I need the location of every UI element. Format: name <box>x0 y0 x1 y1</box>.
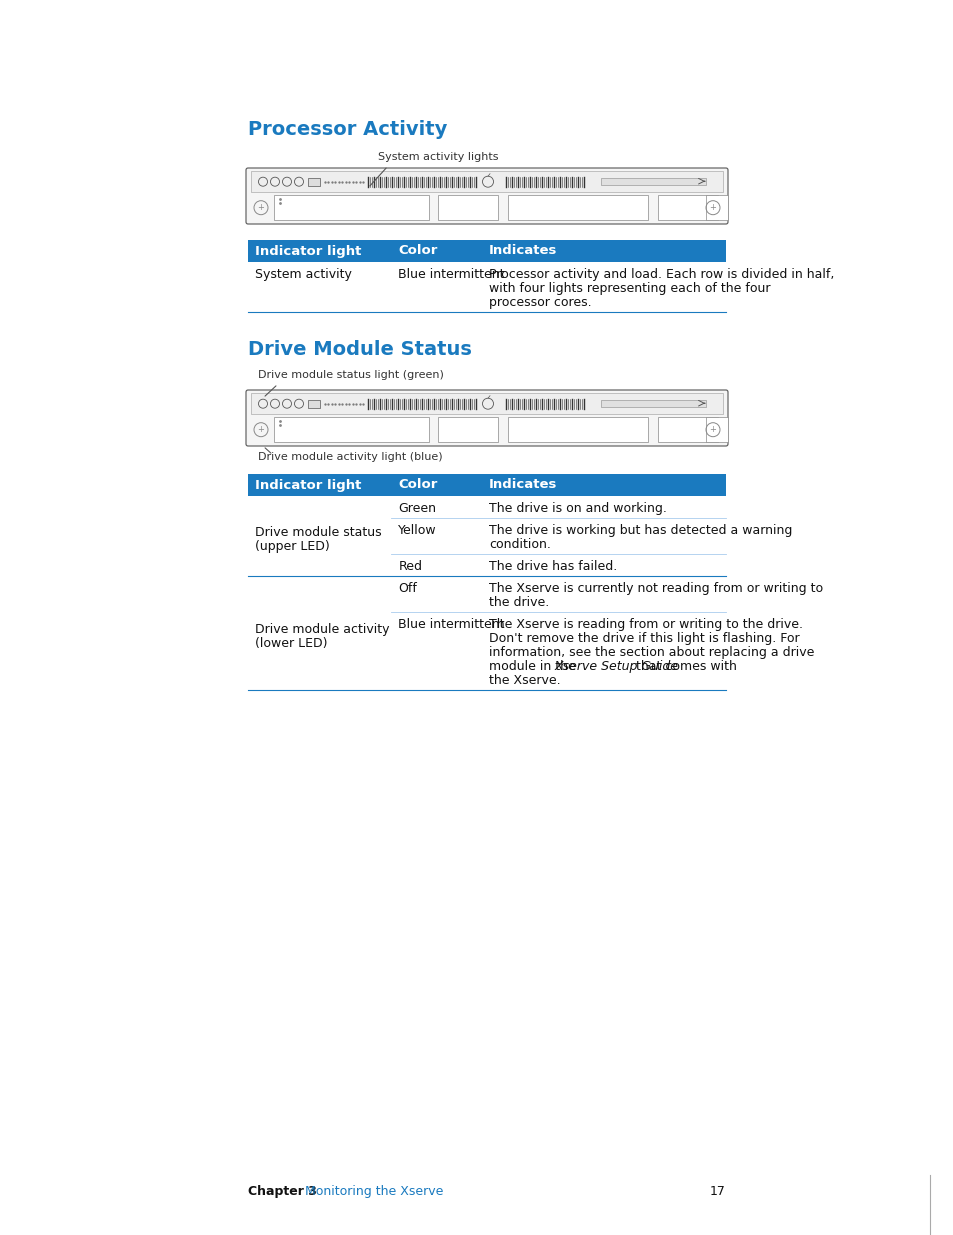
Text: condition.: condition. <box>489 538 551 551</box>
Text: System activity lights: System activity lights <box>377 152 498 162</box>
FancyBboxPatch shape <box>246 168 727 224</box>
Bar <box>274 195 429 220</box>
Text: System activity: System activity <box>254 268 352 282</box>
Text: The Xserve is reading from or writing to the drive.: The Xserve is reading from or writing to… <box>489 618 802 631</box>
Text: the Xserve.: the Xserve. <box>489 674 560 687</box>
Text: information, see the section about replacing a drive: information, see the section about repla… <box>489 646 814 659</box>
Bar <box>274 417 429 442</box>
Bar <box>437 195 497 220</box>
Text: +: + <box>257 425 264 435</box>
Text: The drive is working but has detected a warning: The drive is working but has detected a … <box>489 524 792 537</box>
Bar <box>437 417 497 442</box>
Text: Indicates: Indicates <box>489 478 557 492</box>
Bar <box>705 417 727 442</box>
Text: Indicator light: Indicator light <box>254 478 361 492</box>
Text: processor cores.: processor cores. <box>489 296 591 309</box>
Text: module in the: module in the <box>489 659 579 673</box>
Text: The Xserve is currently not reading from or writing to: The Xserve is currently not reading from… <box>489 582 822 595</box>
Bar <box>308 400 319 408</box>
Text: with four lights representing each of the four: with four lights representing each of th… <box>489 282 770 295</box>
Bar <box>600 178 705 185</box>
Bar <box>658 417 718 442</box>
Text: the drive.: the drive. <box>489 597 549 609</box>
Bar <box>308 178 319 185</box>
Bar <box>248 240 725 262</box>
Text: Monitoring the Xserve: Monitoring the Xserve <box>305 1186 443 1198</box>
Bar <box>251 393 722 415</box>
Text: Chapter 3: Chapter 3 <box>248 1186 316 1198</box>
Text: Don't remove the drive if this light is flashing. For: Don't remove the drive if this light is … <box>489 632 799 645</box>
Text: +: + <box>257 204 264 212</box>
Text: +: + <box>709 425 716 435</box>
Text: Drive module activity light (blue): Drive module activity light (blue) <box>257 452 442 462</box>
Bar <box>507 195 647 220</box>
Text: Xserve Setup Guide: Xserve Setup Guide <box>554 659 678 673</box>
Text: Drive module status light (green): Drive module status light (green) <box>257 370 443 380</box>
Text: Drive module activity: Drive module activity <box>254 622 389 636</box>
Text: Processor activity and load. Each row is divided in half,: Processor activity and load. Each row is… <box>489 268 834 282</box>
Text: Indicator light: Indicator light <box>254 245 361 258</box>
Text: Green: Green <box>398 501 436 515</box>
Text: (lower LED): (lower LED) <box>254 637 327 650</box>
Text: Blue intermittent: Blue intermittent <box>398 268 504 282</box>
Bar <box>248 474 725 496</box>
Bar <box>658 195 718 220</box>
Text: 17: 17 <box>709 1186 725 1198</box>
Text: The drive is on and working.: The drive is on and working. <box>489 501 666 515</box>
Text: Indicates: Indicates <box>489 245 557 258</box>
Text: Blue intermittent: Blue intermittent <box>398 618 504 631</box>
Text: Color: Color <box>398 245 437 258</box>
Text: +: + <box>709 204 716 212</box>
Text: Off: Off <box>398 582 416 595</box>
Bar <box>507 417 647 442</box>
FancyBboxPatch shape <box>246 390 727 446</box>
Text: Yellow: Yellow <box>398 524 436 537</box>
Text: Drive module status: Drive module status <box>254 526 381 538</box>
Bar <box>705 195 727 220</box>
Text: that comes with: that comes with <box>632 659 737 673</box>
Bar <box>251 170 722 193</box>
Text: Processor Activity: Processor Activity <box>248 120 447 140</box>
Text: Red: Red <box>398 559 422 573</box>
Text: The drive has failed.: The drive has failed. <box>489 559 617 573</box>
Text: (upper LED): (upper LED) <box>254 540 330 553</box>
Text: Drive Module Status: Drive Module Status <box>248 340 472 359</box>
Bar <box>600 400 705 406</box>
Text: Color: Color <box>398 478 437 492</box>
